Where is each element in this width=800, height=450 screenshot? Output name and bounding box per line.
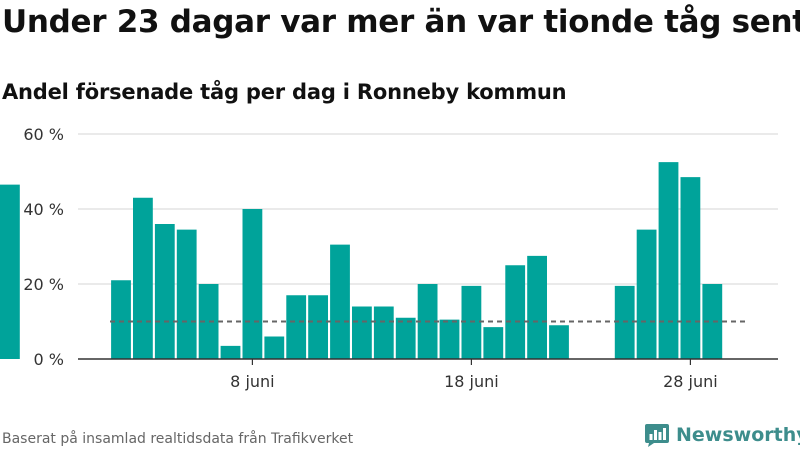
x-tick-label: 8 juni [230,372,274,391]
brand-logo: Newsworthy [644,421,800,449]
bar [308,295,328,359]
bar [395,317,416,359]
bar [352,306,372,359]
bar [176,229,197,359]
bar [111,280,131,359]
chart-title: Under 23 dagar var mer än var tionde tåg… [2,4,800,40]
bar [658,162,679,359]
y-tick-label: 40 % [23,200,64,219]
bar [154,224,175,359]
x-tick-label: 28 juni [663,372,718,391]
bar [505,265,526,359]
bar [680,177,701,359]
bar [330,244,350,359]
bar [702,284,723,359]
bar [198,284,219,359]
y-tick-label: 60 % [23,125,64,144]
bar [286,295,307,359]
bar [264,336,285,359]
newsworthy-logo-icon [645,424,669,447]
bar [483,327,504,359]
source-caption: Baserat på insamlad realtidsdata från Tr… [2,431,354,447]
bar [549,325,569,359]
bar [373,306,394,359]
y-tick-label: 20 % [23,275,64,294]
bar [636,229,657,359]
chart-subtitle: Andel försenade tåg per dag i Ronneby ko… [2,80,567,104]
bar [527,255,547,359]
y-tick-label: 0 % [34,350,64,369]
bar [439,319,460,359]
x-tick-label: 18 juni [444,372,499,391]
bar [220,345,241,359]
bar [242,209,263,359]
brand-name: Newsworthy [676,424,800,446]
bar [133,197,153,359]
bar [0,184,20,359]
